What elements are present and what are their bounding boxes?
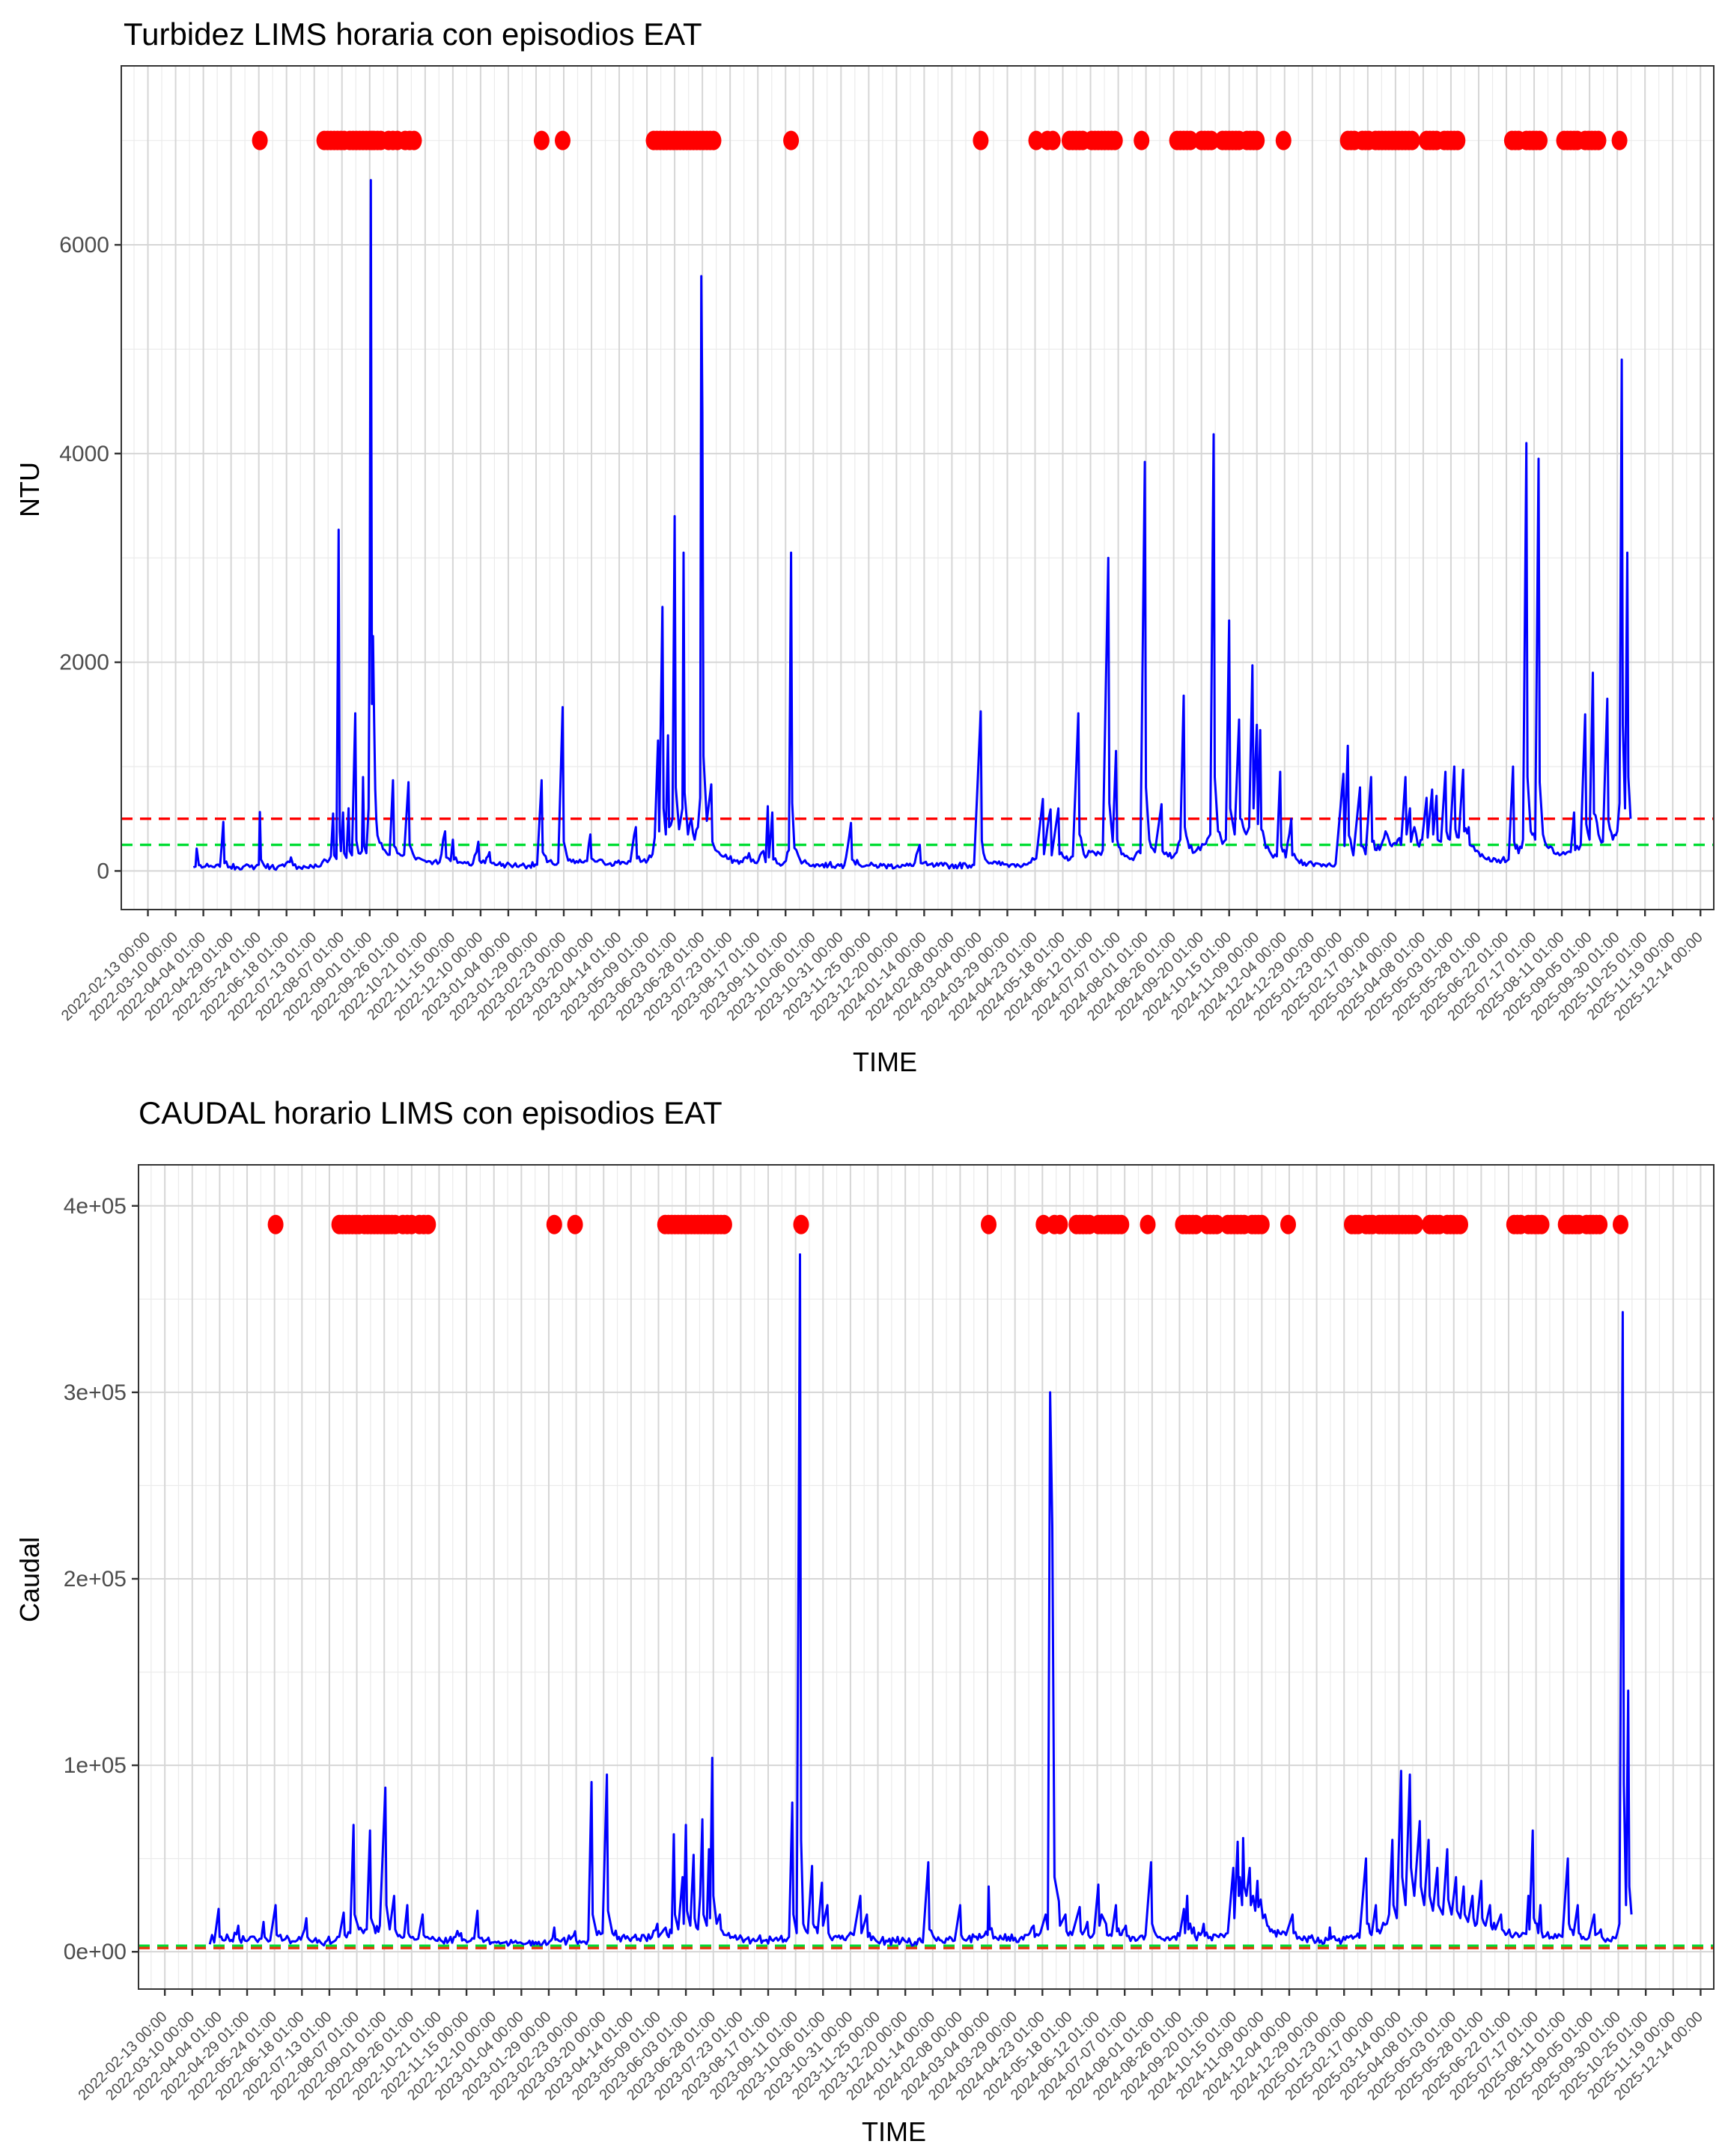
- episode-dots: [252, 130, 1628, 150]
- y-tick-label: 2000: [59, 651, 109, 675]
- caudal-x-axis-title: TIME: [862, 2116, 926, 2147]
- series-line: [208, 1253, 1633, 1947]
- axis-ticks: [115, 243, 1702, 916]
- episode-dot: [555, 130, 571, 150]
- episode-dot: [1590, 130, 1607, 150]
- episode-dot: [1203, 130, 1220, 150]
- episode-dot: [567, 1214, 583, 1234]
- minor-gridlines: [139, 1165, 1714, 1989]
- episode-dot: [1035, 1214, 1052, 1234]
- episode-dot: [1449, 130, 1466, 150]
- y-tick-label: 4000: [59, 442, 109, 466]
- caudal-y-axis-title: Caudal: [14, 1536, 45, 1623]
- episode-dot: [1044, 130, 1061, 150]
- episode-dot: [1611, 130, 1628, 150]
- episode-dot: [533, 130, 550, 150]
- panel-border: [121, 65, 1715, 910]
- episode-dot: [1134, 130, 1150, 150]
- episode-dot: [1533, 1214, 1550, 1234]
- turbidez-x-axis-title: TIME: [853, 1047, 917, 1077]
- y-tick-label: 0e+00: [64, 1940, 127, 1964]
- episode-dot: [546, 1214, 562, 1234]
- turbidez-chart: 2022-02-13 00:00 2022-03-10 00:00 2022-04-…: [14, 16, 1715, 1077]
- axis-ticks: [132, 1205, 1702, 1996]
- y-tick-label: 0: [97, 859, 109, 883]
- episode-dot: [1532, 130, 1548, 150]
- y-tick-label: 4e+05: [64, 1194, 127, 1219]
- episode-dot: [267, 1214, 284, 1234]
- y-tick-label: 3e+05: [64, 1380, 127, 1405]
- episode-dot: [1107, 130, 1123, 150]
- episode-dot: [1408, 1214, 1423, 1234]
- y-tick-label: 2e+05: [64, 1567, 127, 1592]
- major-gridlines: [121, 66, 1714, 910]
- panel-background: [139, 1165, 1714, 1989]
- episode-dot: [793, 1214, 809, 1234]
- episode-dot: [1052, 1214, 1068, 1234]
- episode-dot: [1275, 130, 1292, 150]
- episode-dot: [1613, 1214, 1628, 1234]
- episode-dot: [981, 1214, 997, 1234]
- turbidez-chart-title: Turbidez LIMS horaria con episodios EAT: [124, 16, 702, 52]
- episode-dot: [1113, 1214, 1130, 1234]
- caudal-chart: 2022-02-13 00:00 2022-03-10 00:00 2022-04-…: [0, 1082, 1725, 2156]
- episode-dot: [716, 1214, 732, 1234]
- episode-dots: [267, 1214, 1628, 1234]
- episode-dot: [1253, 1214, 1270, 1234]
- episode-dot: [783, 130, 800, 150]
- episode-dot: [973, 130, 989, 150]
- episode-dot: [420, 1214, 436, 1234]
- episode-dot: [1452, 1214, 1468, 1234]
- episode-dot: [705, 130, 722, 150]
- episode-dot: [406, 130, 422, 150]
- episode-dot: [252, 130, 268, 150]
- episode-dot: [1140, 1214, 1156, 1234]
- episode-dot: [1404, 130, 1420, 150]
- turbidez-y-axis-title: NTU: [14, 462, 45, 517]
- episode-dot: [1592, 1214, 1608, 1234]
- episode-dot: [1187, 1214, 1204, 1234]
- y-tick-labels: 0e+00 1e+05 2e+05 3e+05 4e+05: [64, 1194, 127, 1964]
- episode-dot: [1028, 130, 1044, 150]
- y-tick-label: 6000: [59, 233, 109, 258]
- panel-background: [121, 66, 1714, 910]
- episode-dot: [1280, 1214, 1296, 1234]
- episode-dot: [1208, 1214, 1225, 1234]
- episode-dot: [1249, 130, 1265, 150]
- y-tick-label: 1e+05: [64, 1753, 127, 1778]
- y-tick-labels: 0 2000 4000 6000: [59, 233, 109, 883]
- episode-dot: [1182, 130, 1199, 150]
- caudal-chart-title: CAUDAL horario LIMS con episodios EAT: [139, 1095, 722, 1130]
- series-line: [192, 179, 1632, 871]
- panel-border: [138, 1164, 1715, 1990]
